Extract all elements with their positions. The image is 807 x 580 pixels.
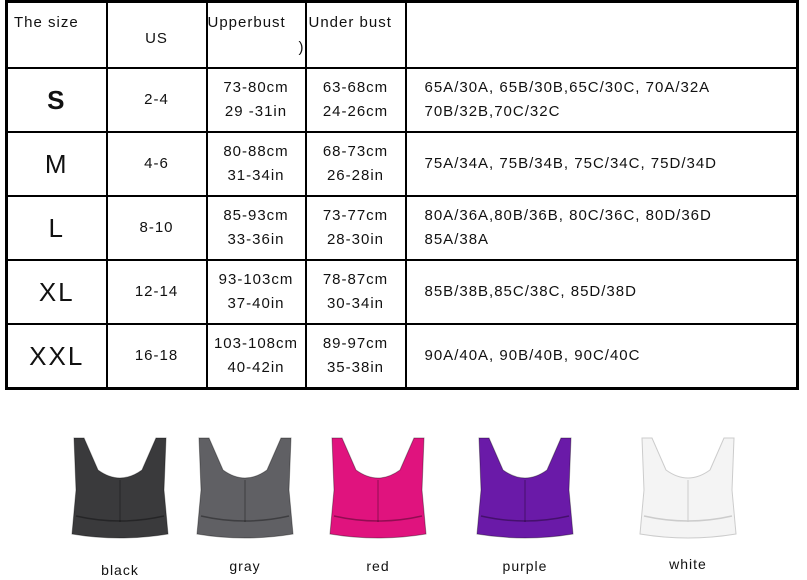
header-upperbust: Upperbust)	[205, 0, 307, 69]
underbust-cm: 89-97cm	[322, 335, 389, 352]
underbust-cell: 68-73cm 26-28in	[304, 131, 407, 197]
upperbust-in: 29 -31in	[224, 103, 288, 120]
sports-bra-image	[196, 437, 294, 539]
product-purple[interactable]: purple	[465, 420, 585, 580]
header-size: The size	[5, 0, 108, 69]
upperbust-cm: 93-103cm	[218, 271, 294, 288]
table-header-row: The size US Upperbust) Under bust	[5, 0, 799, 69]
size-cell: XL	[5, 259, 108, 325]
product-gray[interactable]: gray	[185, 420, 305, 580]
fit-line-1: 75A/34A, 75B/34B, 75C/34C, 75D/34D	[424, 155, 718, 172]
fit-cell: 75A/34A, 75B/34B, 75C/34C, 75D/34D	[404, 131, 799, 197]
underbust-in: 26-28in	[326, 167, 385, 184]
underbust-cell: 78-87cm 30-34in	[304, 259, 407, 325]
header-fit	[404, 0, 799, 69]
size-cell: XXL	[5, 323, 108, 390]
table-row: XL 12-14 93-103cm 37-40in 78-87cm 30-34in 85B/…	[5, 259, 799, 325]
fit-line-2: 70B/32B,70C/32C	[424, 103, 561, 120]
upperbust-cell: 85-93cm 33-36in	[205, 195, 307, 261]
fit-cell: 65A/30A, 65B/30B,65C/30C, 70A/32A 70B/32B…	[404, 67, 799, 133]
size-cell: M	[5, 131, 108, 197]
underbust-in: 28-30in	[326, 231, 385, 248]
header-underbust: Under bust	[304, 0, 407, 69]
upperbust-in: 37-40in	[227, 295, 285, 312]
upperbust-cm: 85-93cm	[223, 207, 289, 224]
size-cell: S	[5, 67, 108, 133]
us-cell: 8-10	[105, 195, 208, 261]
fit-line-1: 65A/30A, 65B/30B,65C/30C, 70A/32A	[424, 79, 711, 96]
sports-bra-image	[639, 437, 737, 539]
color-label: red	[366, 558, 390, 574]
us-cell: 16-18	[105, 323, 208, 390]
sports-bra-image	[329, 437, 427, 539]
table-row: XXL 16-18 103-108cm 40-42in 89-97cm 35-38in 90…	[5, 323, 799, 390]
us-cell: 4-6	[105, 131, 208, 197]
underbust-in: 35-38in	[326, 359, 385, 376]
underbust-in: 24-26cm	[322, 103, 389, 120]
color-label: purple	[502, 558, 548, 574]
underbust-cell: 89-97cm 35-38in	[304, 323, 407, 390]
color-label: black	[101, 562, 139, 578]
underbust-cm: 68-73cm	[322, 143, 389, 160]
size-cell: L	[5, 195, 108, 261]
underbust-cm: 63-68cm	[322, 79, 389, 96]
upperbust-cell: 73-80cm 29 -31in	[205, 67, 307, 133]
fit-line-2: 85A/38A	[424, 231, 490, 248]
underbust-in: 30-34in	[326, 295, 385, 312]
us-cell: 12-14	[105, 259, 208, 325]
underbust-cm: 78-87cm	[322, 271, 389, 288]
product-red[interactable]: red	[318, 420, 438, 580]
product-color-options: black gray red purple white	[0, 420, 807, 580]
color-label: white	[669, 556, 707, 572]
upperbust-in: 40-42in	[227, 359, 285, 376]
underbust-cm: 73-77cm	[322, 207, 389, 224]
color-label: gray	[229, 558, 261, 574]
header-us: US	[105, 0, 208, 69]
fit-cell: 90A/40A, 90B/40B, 90C/40C	[404, 323, 799, 390]
sports-bra-image	[476, 437, 574, 539]
size-chart-table: The size US Upperbust) Under bust S 2-4 73…	[5, 0, 799, 390]
upperbust-in: 31-34in	[227, 167, 285, 184]
product-white[interactable]: white	[628, 420, 748, 580]
upperbust-cm: 80-88cm	[223, 143, 289, 160]
upperbust-cell: 93-103cm 37-40in	[205, 259, 307, 325]
fit-line-1: 80A/36A,80B/36B, 80C/36C, 80D/36D	[424, 207, 712, 224]
upperbust-in: 33-36in	[227, 231, 285, 248]
underbust-cell: 73-77cm 28-30in	[304, 195, 407, 261]
upperbust-cm: 103-108cm	[213, 335, 299, 352]
fit-cell: 80A/36A,80B/36B, 80C/36C, 80D/36D 85A/38A	[404, 195, 799, 261]
fit-line-1: 85B/38B,85C/38C, 85D/38D	[424, 283, 637, 300]
sports-bra-image	[71, 437, 169, 539]
upperbust-cell: 80-88cm 31-34in	[205, 131, 307, 197]
upperbust-cell: 103-108cm 40-42in	[205, 323, 307, 390]
table-row: S 2-4 73-80cm 29 -31in 63-68cm 24-26cm 65A/30A…	[5, 67, 799, 133]
fit-line-1: 90A/40A, 90B/40B, 90C/40C	[424, 347, 641, 364]
fit-cell: 85B/38B,85C/38C, 85D/38D	[404, 259, 799, 325]
table-row: M 4-6 80-88cm 31-34in 68-73cm 26-28in 75A/34A,…	[5, 131, 799, 197]
product-black[interactable]: black	[60, 420, 180, 580]
underbust-cell: 63-68cm 24-26cm	[304, 67, 407, 133]
table-row: L 8-10 85-93cm 33-36in 73-77cm 28-30in 80A/36A…	[5, 195, 799, 261]
upperbust-cm: 73-80cm	[223, 79, 289, 96]
us-cell: 2-4	[105, 67, 208, 133]
